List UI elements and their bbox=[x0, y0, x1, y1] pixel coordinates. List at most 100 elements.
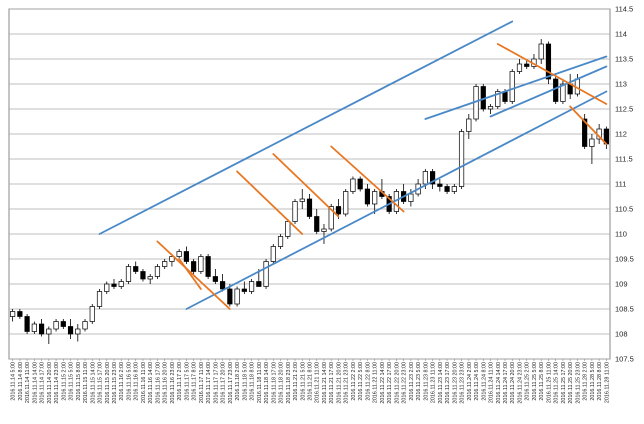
candle bbox=[270, 244, 276, 264]
downtrend-channel-line bbox=[272, 153, 340, 218]
x-tick-label: 2016.11.16 5:00 bbox=[126, 362, 132, 401]
x-tick-label: 2016.11.22 20:00 bbox=[394, 362, 400, 404]
candle bbox=[314, 209, 320, 234]
candle-body-up bbox=[285, 221, 291, 237]
candle-body-up bbox=[560, 83, 566, 102]
candle bbox=[10, 309, 16, 322]
candle bbox=[89, 304, 95, 324]
x-tick-label: 2016.11.15 8:00 bbox=[76, 362, 82, 401]
x-tick-label: 2016.11.21 8:00 bbox=[308, 362, 314, 401]
candle bbox=[24, 314, 30, 334]
candle bbox=[277, 234, 284, 249]
x-tick-label: 2016.11.15 2:00 bbox=[61, 362, 67, 401]
x-tick-label: 2016.11.18 11:00 bbox=[257, 362, 263, 403]
x-tick-label: 2016.11.14 8:00 bbox=[18, 362, 24, 401]
candle bbox=[183, 246, 189, 264]
candle-body-down bbox=[24, 316, 30, 332]
x-tick-label: 2016.11.24 5:00 bbox=[474, 362, 480, 401]
candle bbox=[82, 319, 88, 332]
candles bbox=[10, 39, 609, 344]
candle bbox=[118, 279, 124, 289]
candle-body-up bbox=[10, 311, 16, 317]
candle bbox=[495, 89, 501, 109]
x-tick-label: 2016.11.21 20:00 bbox=[336, 362, 342, 404]
candle-body-up bbox=[466, 118, 472, 132]
x-tick-label: 2016.11.14 20:00 bbox=[47, 362, 53, 404]
candle-body-down bbox=[364, 188, 371, 205]
x-tick-label: 2016.11.25 17:00 bbox=[561, 362, 567, 404]
y-tick-label: 112.5 bbox=[615, 105, 633, 114]
downtrend-channel-line bbox=[330, 145, 405, 213]
x-tick-label: 2016.11.21 11:00 bbox=[315, 362, 321, 403]
candle-body-up bbox=[292, 201, 298, 222]
x-tick-label: 2016.11.18 23:00 bbox=[286, 362, 292, 404]
x-tick-label: 2016.11.24 2:00 bbox=[467, 362, 473, 401]
candle-body-up bbox=[516, 63, 523, 72]
x-tick-label: 2016.11.16 17:00 bbox=[155, 362, 161, 404]
candle bbox=[17, 309, 23, 319]
candle bbox=[248, 279, 255, 294]
candle bbox=[125, 264, 132, 284]
x-tick-label: 2016.11.18 14:00 bbox=[264, 362, 270, 404]
candle-body-up bbox=[125, 266, 132, 282]
candle-body-down bbox=[140, 271, 146, 280]
x-tick-label: 2016.11.21 2:00 bbox=[293, 362, 299, 401]
candle-body-up bbox=[169, 256, 175, 262]
candle-body-up bbox=[234, 288, 240, 305]
candle-body-down bbox=[241, 288, 247, 292]
x-tick-label: 2016.11.15 17:00 bbox=[98, 362, 104, 404]
x-tick-label: 2016.11.14 14:00 bbox=[32, 362, 38, 404]
candle-body-up bbox=[118, 281, 124, 287]
candle bbox=[516, 59, 523, 74]
x-tick-label: 2016.11.23 8:00 bbox=[423, 362, 429, 401]
candle-body-up bbox=[299, 198, 305, 202]
candle-body-up bbox=[328, 206, 334, 230]
x-tick-label: 2016.11.25 23:00 bbox=[575, 362, 581, 404]
candle bbox=[104, 281, 110, 294]
candle-body-up bbox=[509, 71, 515, 102]
x-tick-label: 2016.11.16 2:00 bbox=[119, 362, 125, 401]
candle bbox=[444, 184, 450, 194]
y-axis-ticks: 107.5 108 108.5 109 109.5 110 110.5 111 111.5 112… bbox=[615, 5, 634, 364]
x-tick-label: 2016.11.22 14:00 bbox=[380, 362, 386, 404]
candle bbox=[191, 259, 197, 274]
candle-body-down bbox=[220, 281, 226, 290]
x-tick-label: 2016.11.15 20:00 bbox=[105, 362, 111, 404]
candle-body-down bbox=[38, 323, 45, 335]
candle-body-down bbox=[17, 311, 23, 317]
x-tick-label: 2016.11.23 2:00 bbox=[409, 362, 415, 401]
candle bbox=[466, 114, 472, 139]
candle-body-down bbox=[437, 183, 443, 187]
candle bbox=[487, 104, 494, 114]
candle bbox=[212, 269, 218, 284]
x-tick-label: 2016.11.23 5:00 bbox=[416, 362, 422, 401]
x-tick-label: 2016.11.22 23:00 bbox=[402, 362, 408, 404]
candle bbox=[430, 169, 436, 189]
candle bbox=[220, 274, 226, 292]
candle-body-up bbox=[263, 261, 269, 287]
candle-body-down bbox=[67, 326, 74, 335]
y-tick-label: 114 bbox=[615, 30, 627, 39]
x-tick-label: 2016.11.24 17:00 bbox=[503, 362, 509, 404]
candle bbox=[67, 319, 74, 339]
x-tick-label: 2016.11.14 11:00 bbox=[25, 362, 31, 403]
candle-body-down bbox=[553, 78, 559, 102]
candle bbox=[234, 286, 240, 307]
x-tick-label: 2016.11.21 17:00 bbox=[329, 362, 335, 404]
gridlines bbox=[9, 8, 610, 360]
y-tick-label: 113 bbox=[615, 80, 627, 89]
x-tick-label: 2016.11.22 8:00 bbox=[365, 362, 371, 401]
candle bbox=[372, 189, 378, 214]
x-tick-label: 2016.11.23 20:00 bbox=[452, 362, 458, 404]
candle bbox=[538, 39, 544, 64]
downtrend-channel-line bbox=[496, 43, 608, 105]
y-tick-label: 111 bbox=[615, 180, 626, 189]
candle-body-down bbox=[306, 198, 313, 217]
candle bbox=[343, 189, 349, 217]
candle-body-down bbox=[430, 171, 436, 185]
candle-body-up bbox=[350, 178, 356, 192]
y-tick-label: 114.5 bbox=[615, 5, 633, 14]
candle-body-down bbox=[205, 256, 211, 277]
candle-body-up bbox=[82, 321, 88, 330]
x-tick-label: 2016.11.24 23:00 bbox=[517, 362, 523, 404]
